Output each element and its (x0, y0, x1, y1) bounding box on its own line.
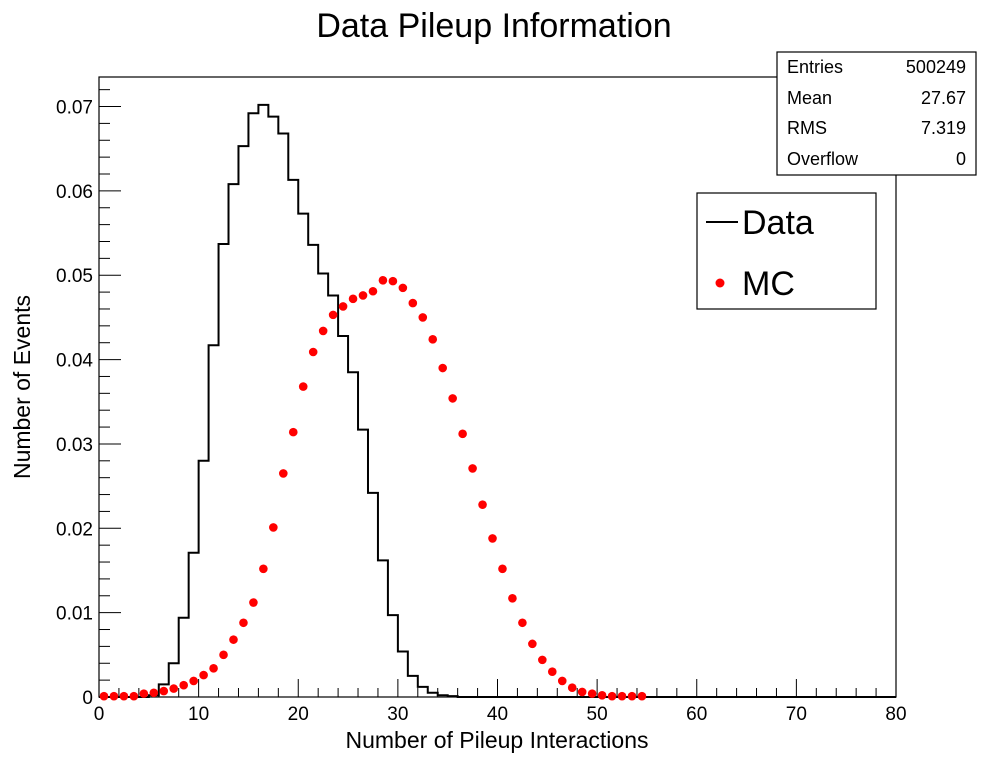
stats-box-frame (776, 51, 977, 176)
x-tick-label: 70 (786, 704, 807, 725)
mc-point (617, 691, 627, 701)
mc-point (577, 687, 587, 697)
mc-point (408, 298, 418, 308)
stats-rms-value: 7.319 (921, 118, 966, 138)
data-histogram-line (99, 103, 896, 698)
x-tick-label: 50 (587, 704, 608, 725)
y-tick-label: 0.07 (56, 98, 93, 119)
stats-rms-label: RMS (787, 118, 827, 138)
mc-point (328, 310, 338, 320)
legend: Data MC (696, 192, 877, 310)
mc-point (528, 639, 537, 649)
legend-data-label: Data (742, 204, 814, 242)
y-tick-label: 0.05 (56, 266, 93, 287)
mc-point (458, 429, 467, 439)
series-layer (99, 103, 896, 701)
mc-point (99, 691, 109, 701)
mc-point (348, 294, 358, 304)
stats-mean-label: Mean (787, 88, 832, 108)
x-tick-label: 0 (94, 704, 105, 725)
mc-point (498, 564, 507, 574)
mc-point (269, 523, 278, 532)
mc-point (378, 275, 388, 285)
mc-point (298, 382, 308, 391)
mc-point (229, 635, 238, 644)
mc-point (418, 313, 428, 322)
mc-point (149, 688, 159, 698)
mc-point (557, 676, 567, 686)
stats-box: Entries 500249 Mean 27.67 RMS 7.319 Over… (776, 51, 977, 176)
mc-point (139, 689, 149, 698)
mc-point (189, 676, 198, 686)
y-tick-label: 0.06 (56, 182, 93, 203)
mc-point (368, 286, 378, 296)
mc-point (637, 691, 647, 701)
stats-overflow-value: 0 (956, 149, 966, 169)
mc-point (597, 691, 607, 700)
mc-point (169, 684, 179, 693)
mc-point (607, 691, 617, 701)
y-tick-label: 0.01 (56, 604, 93, 625)
mc-point (538, 655, 547, 665)
y-tick-label: 0.02 (56, 519, 93, 540)
mc-point (587, 689, 597, 698)
legend-frame (696, 192, 877, 310)
mc-point (129, 691, 139, 701)
chart-title: Data Pileup Information (316, 7, 671, 45)
mc-point (308, 347, 318, 357)
mc-point (448, 394, 457, 403)
mc-point (518, 618, 527, 628)
y-axis: 0 0.01 0.02 0.03 0.04 0.05 0.06 0.07 (56, 89, 121, 709)
legend-mc-label: MC (742, 265, 795, 303)
mc-point (358, 291, 368, 300)
stats-entries-value: 500249 (906, 57, 966, 77)
mc-point (508, 594, 517, 603)
y-tick-label: 0.03 (56, 435, 93, 456)
stats-entries-label: Entries (787, 57, 843, 77)
x-axis-label: Number of Pileup Interactions (346, 727, 649, 753)
x-tick-label: 20 (288, 704, 309, 725)
mc-point (119, 691, 129, 701)
mc-point (468, 464, 477, 473)
mc-point (279, 469, 288, 478)
mc-point (567, 683, 577, 693)
mc-point (209, 664, 218, 673)
mc-point (318, 326, 328, 336)
mc-point (627, 691, 637, 701)
mc-point (438, 363, 448, 373)
x-tick-label: 10 (188, 704, 209, 725)
mc-point (259, 564, 268, 574)
x-axis: 0 10 20 30 40 50 60 70 80 (94, 679, 907, 725)
mc-point (239, 618, 248, 628)
stats-mean-value: 27.67 (921, 88, 966, 108)
stats-overflow-label: Overflow (787, 149, 859, 169)
x-tick-label: 60 (686, 704, 707, 725)
mc-point (219, 650, 228, 660)
mc-point (388, 276, 398, 286)
mc-point (288, 427, 298, 437)
mc-point (547, 667, 557, 676)
x-tick-label: 80 (885, 704, 906, 725)
y-axis-label: Number of Events (9, 295, 35, 479)
mc-point (109, 691, 119, 701)
mc-point (338, 302, 348, 311)
mc-point (398, 283, 408, 293)
mc-point (159, 686, 169, 696)
x-tick-label: 30 (387, 704, 408, 725)
x-tick-label: 40 (487, 704, 508, 725)
y-tick-label: 0.04 (56, 351, 93, 372)
mc-point (249, 598, 258, 607)
mc-point (428, 335, 438, 344)
legend-mc-marker-swatch (715, 278, 725, 288)
mc-point (199, 670, 208, 680)
mc-point (488, 534, 497, 543)
mc-point (478, 500, 487, 509)
y-tick-label: 0 (82, 688, 93, 709)
mc-point (179, 680, 188, 690)
